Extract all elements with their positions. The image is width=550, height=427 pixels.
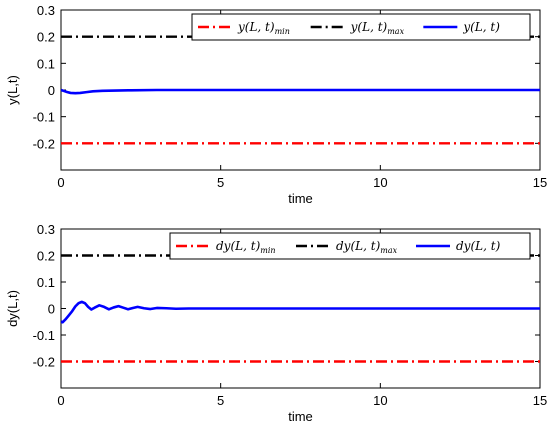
- y-tick-label: 0.3: [37, 3, 55, 18]
- x-tick-label: 0: [57, 175, 64, 190]
- legend-entry: y(L, t)min: [237, 20, 290, 36]
- plot-panel-1: 0 5 10 15 -0.2 -0.1 0 0.1 0.2 0.3 time y(L,t) y(L, t…: [5, 3, 547, 206]
- legend-entry-main: dy(L, t): [216, 239, 261, 253]
- y-tick-label: 0.3: [37, 222, 55, 237]
- y-tick-label: 0.1: [37, 56, 55, 71]
- legend-entry-sub: max: [387, 27, 404, 36]
- legend-entry-main: y(L, t): [350, 20, 388, 34]
- legend-entry-main: y(L, t): [237, 20, 275, 34]
- x-tick-label: 5: [217, 175, 224, 190]
- y-tick-label: 0.2: [37, 30, 55, 45]
- legend-entry-sub: min: [275, 27, 290, 36]
- x-tick-label: 10: [373, 175, 387, 190]
- y-tick-label: 0.2: [37, 249, 55, 264]
- legend-entry: dy(L, t): [456, 239, 501, 253]
- legend-entry-sub: min: [260, 246, 275, 255]
- y-tick-label: 0: [48, 302, 55, 317]
- legend-entry: dy(L, t)max: [336, 239, 398, 255]
- x-tick-label: 15: [533, 175, 547, 190]
- y-tick-label: -0.2: [33, 355, 55, 370]
- x-tick-label: 0: [57, 393, 64, 408]
- y-tick-label: 0.1: [37, 275, 55, 290]
- plot-panel-2: 0 5 10 15 -0.2 -0.1 0 0.1 0.2 0.3 time dy(L,t) dy(L,…: [5, 222, 547, 424]
- y-tick-label: -0.2: [33, 136, 55, 151]
- legend: y(L, t)min y(L, t)max y(L, t): [191, 13, 531, 41]
- legend-entry-main: dy(L, t): [336, 239, 381, 253]
- legend-entry-sub: max: [380, 246, 397, 255]
- legend-entry-main: dy(L, t): [456, 239, 501, 253]
- x-axis-label: time: [288, 409, 313, 424]
- x-tick-label: 10: [373, 393, 387, 408]
- legend: dy(L, t)min dy(L, t)max dy(L, t): [169, 232, 531, 260]
- legend-box: [191, 13, 531, 41]
- x-tick-label: 5: [217, 393, 224, 408]
- legend-box: [169, 232, 531, 260]
- legend-entry: y(L, t): [462, 20, 500, 34]
- series-line-dy-l-t-: [61, 300, 540, 324]
- x-tick-label: 15: [533, 393, 547, 408]
- legend-entry: dy(L, t)min: [216, 239, 276, 255]
- y-tick-label: -0.1: [33, 110, 55, 125]
- legend-entry-main: y(L, t): [462, 20, 500, 34]
- legend-entry: y(L, t)max: [350, 20, 405, 36]
- y-axis-label: y(L,t): [5, 75, 20, 105]
- y-tick-label: -0.1: [33, 328, 55, 343]
- series-line-y-l-t-: [61, 88, 540, 95]
- x-axis-label: time: [288, 191, 313, 206]
- y-tick-label: 0: [48, 83, 55, 98]
- y-axis-label: dy(L,t): [5, 290, 20, 327]
